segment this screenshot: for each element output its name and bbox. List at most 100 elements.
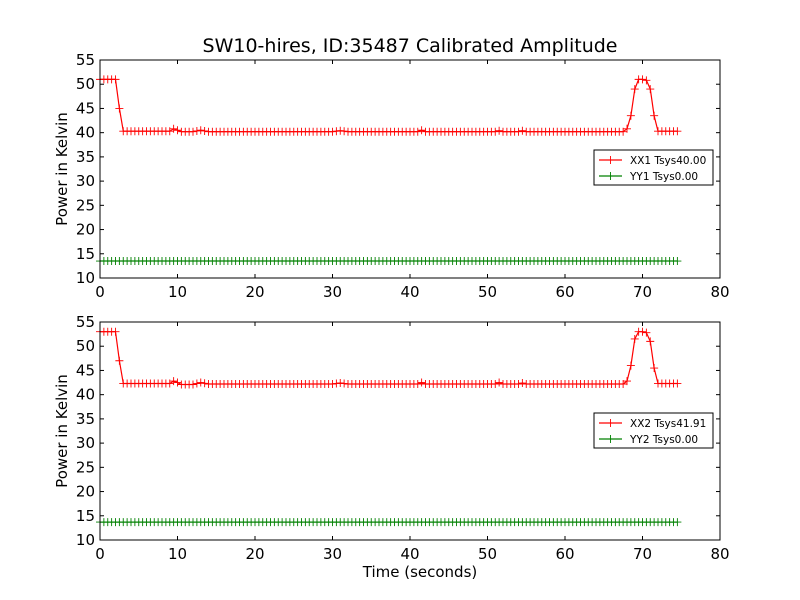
y-tick-label: 10 (76, 531, 95, 549)
data-point-marker (189, 380, 197, 389)
series-1-1 (96, 75, 682, 136)
data-point-marker (328, 380, 337, 389)
data-point-marker (673, 127, 682, 136)
data-point-marker (646, 337, 655, 346)
x-tick-label: 0 (95, 283, 105, 301)
y-tick-label: 45 (76, 99, 95, 117)
data-point-marker (514, 127, 523, 136)
y-tick-label: 30 (76, 434, 95, 452)
data-point-marker (518, 126, 527, 135)
x-tick-label: 50 (478, 545, 497, 563)
data-point-marker (417, 126, 426, 135)
data-point-marker (623, 124, 631, 133)
series-1-2 (96, 257, 682, 266)
legend-box (593, 412, 714, 449)
legend-swatch-marker (606, 419, 615, 427)
series-2-2 (96, 518, 682, 527)
y-tick-label: 20 (76, 221, 95, 239)
legend-entry-label: YY2 Tsys0.00 (629, 434, 698, 446)
x-tick-label: 30 (323, 283, 342, 301)
data-point-marker (673, 257, 682, 266)
legend-entry-label: XX1 Tsys40.00 (630, 155, 706, 167)
data-point-marker (491, 380, 500, 389)
x-tick-label: 80 (710, 283, 729, 301)
y-tick-label: 45 (76, 361, 95, 379)
data-point-marker (169, 377, 178, 386)
y-tick-label: 50 (76, 75, 95, 93)
data-point-marker (173, 378, 182, 387)
x-tick-label: 60 (555, 545, 574, 563)
data-point-marker (115, 356, 124, 365)
data-point-marker (642, 328, 651, 337)
data-point-marker (340, 379, 349, 388)
data-point-marker (115, 104, 124, 113)
data-point-marker (626, 111, 635, 120)
x-tick-label: 70 (633, 545, 652, 563)
data-point-marker (495, 378, 504, 387)
x-tick-label: 50 (478, 283, 497, 301)
data-point-marker (650, 111, 659, 120)
data-point-marker (111, 75, 120, 84)
x-tick-label: 20 (245, 283, 264, 301)
data-point-marker (495, 126, 504, 135)
x-tick-label: 70 (633, 283, 652, 301)
series-2-1 (96, 327, 682, 389)
data-point-marker (336, 379, 345, 388)
x-axis-label: Time (seconds) (362, 563, 478, 581)
data-point-marker (196, 126, 205, 135)
y-tick-label: 10 (76, 269, 95, 287)
x-tick-label: 30 (323, 545, 342, 563)
panel-top: 0 10 20 30 40 50 60 70 8010152025303540455055Pow… (53, 51, 730, 301)
y-axis-label: Power in Kelvin (53, 374, 71, 488)
y-tick-label: 40 (76, 124, 95, 142)
data-point-marker (196, 378, 205, 387)
legend-entry-label: XX2 Tsys41.91 (630, 418, 706, 430)
x-tick-label: 60 (555, 283, 574, 301)
x-tick-label: 40 (400, 283, 419, 301)
data-point-marker (200, 379, 209, 388)
x-tick-label: 20 (245, 545, 264, 563)
y-tick-label: 55 (76, 51, 95, 69)
data-point-marker (413, 127, 422, 136)
data-point-marker (623, 377, 631, 386)
legend-box (593, 149, 714, 186)
data-point-marker (328, 127, 337, 136)
data-point-marker (417, 378, 426, 387)
y-tick-label: 15 (76, 245, 95, 263)
data-point-marker (332, 127, 341, 136)
x-tick-label: 10 (168, 545, 187, 563)
data-point-marker (514, 380, 523, 389)
data-point-marker (340, 127, 349, 136)
y-tick-label: 55 (76, 313, 95, 331)
data-point-marker (332, 379, 341, 388)
data-point-marker (630, 85, 639, 94)
x-tick-label: 80 (710, 545, 729, 563)
y-tick-label: 25 (76, 458, 95, 476)
y-axis-label: Power in Kelvin (53, 112, 71, 226)
y-tick-label: 25 (76, 196, 95, 214)
data-point-marker (491, 127, 500, 136)
y-tick-label: 20 (76, 483, 95, 501)
legend-swatch-marker (606, 435, 615, 443)
data-point-marker (646, 85, 655, 94)
legend-swatch-marker (606, 156, 615, 164)
y-tick-label: 30 (76, 172, 95, 190)
data-point-marker (192, 126, 201, 135)
legend-entry-label: YY1 Tsys0.00 (629, 171, 698, 183)
data-point-marker (336, 126, 345, 135)
legend: XX2 Tsys41.91 YY2 Tsys0.00 (593, 412, 714, 449)
data-point-marker (413, 380, 422, 389)
x-tick-label: 40 (400, 545, 419, 563)
data-point-marker (642, 76, 651, 85)
data-point-marker (173, 126, 182, 135)
data-point-marker (638, 327, 647, 336)
y-tick-label: 35 (76, 410, 95, 428)
y-tick-label: 50 (76, 337, 95, 355)
x-tick-label: 10 (168, 283, 187, 301)
data-point-marker (192, 379, 201, 388)
legend-swatch-marker (606, 172, 615, 180)
legend: XX1 Tsys40.00 YY1 Tsys0.00 (593, 149, 714, 186)
x-tick-label: 0 (95, 545, 105, 563)
